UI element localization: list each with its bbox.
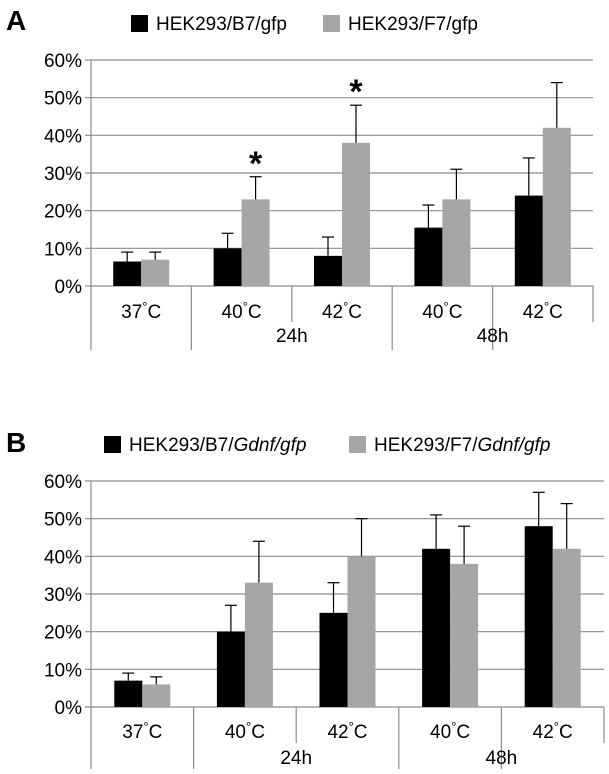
y-tick-label: 20%	[44, 202, 82, 223]
y-tick-label: 50%	[44, 510, 82, 531]
y-tick-label: 30%	[44, 164, 82, 185]
legend-swatch	[349, 436, 366, 453]
legend-label-italic: Gdnf/gfp	[234, 435, 307, 456]
legend-label-text: HEK293/B7/gfp	[156, 14, 287, 35]
bar	[514, 195, 543, 286]
bar	[442, 199, 471, 286]
y-tick-label: 30%	[44, 585, 82, 606]
category-label: 37°C	[122, 719, 162, 743]
bar	[241, 199, 270, 286]
legend-label: HEK293/B7/gfp	[156, 14, 287, 35]
bar	[314, 255, 342, 286]
legend-swatch	[104, 436, 121, 453]
category-label: 40°C	[422, 299, 462, 323]
y-tick-label: 0%	[55, 277, 83, 298]
y-tick-label: 10%	[44, 660, 82, 681]
legend-label: HEK293/F7/Gdnf/gfp	[374, 435, 550, 456]
bar	[347, 556, 376, 707]
legend-label-text: HEK293/F7/	[374, 435, 478, 456]
panel-letter: B	[6, 427, 26, 458]
significance-asterisk: *	[249, 145, 263, 183]
y-tick-label: 60%	[44, 472, 82, 493]
legend-label-text: HEK293/B7/	[129, 435, 234, 456]
legend-label: HEK293/F7/gfp	[348, 14, 478, 35]
y-tick-label: 60%	[44, 51, 82, 72]
legend-swatch	[131, 15, 148, 32]
significance-asterisk: *	[349, 73, 363, 111]
group-label: 24h	[280, 748, 312, 769]
y-tick-label: 40%	[44, 547, 82, 568]
group-label: 48h	[486, 748, 518, 769]
bar	[244, 582, 273, 707]
bar	[422, 548, 451, 707]
bar	[552, 548, 581, 707]
y-tick-label: 0%	[55, 698, 83, 719]
legend-label-italic: Gdnf/gfp	[478, 435, 551, 456]
bar	[113, 261, 142, 286]
y-tick-label: 50%	[44, 89, 82, 110]
bar	[141, 259, 170, 286]
category-label: 42°C	[327, 719, 367, 743]
bar	[142, 684, 171, 707]
y-tick-label: 40%	[44, 126, 82, 147]
category-label: 42°C	[533, 719, 573, 743]
bar	[114, 680, 143, 707]
category-label: 40°C	[430, 719, 470, 743]
chart-panel-a: A HEK293/B7/gfp HEK293/F7/gfp 0% 10% 20% 30% 40…	[6, 5, 594, 350]
y-tick-label: 10%	[44, 239, 82, 260]
bar	[216, 631, 245, 707]
group-label: 24h	[276, 326, 308, 347]
bar	[342, 142, 370, 286]
category-label: 37°C	[121, 299, 161, 323]
bar	[414, 227, 443, 286]
bar	[319, 612, 348, 707]
category-label: 40°C	[222, 299, 262, 323]
chart-panel-b: B HEK293/B7/Gdnf/gfp HEK293/F7/Gdnf/gfp0%1…	[6, 427, 605, 770]
group-label: 48h	[477, 326, 509, 347]
y-tick-label: 20%	[44, 623, 82, 644]
bar	[542, 127, 571, 286]
panel-letter: A	[6, 5, 26, 36]
bar	[450, 563, 479, 707]
legend-label: HEK293/B7/Gdnf/gfp	[129, 435, 306, 456]
legend-swatch	[323, 15, 340, 32]
bar	[213, 248, 242, 286]
bar	[524, 526, 553, 707]
category-label: 42°C	[523, 299, 563, 323]
legend-label-text: HEK293/F7/gfp	[348, 14, 478, 35]
category-label: 42°C	[322, 299, 362, 323]
category-label: 40°C	[225, 719, 265, 743]
